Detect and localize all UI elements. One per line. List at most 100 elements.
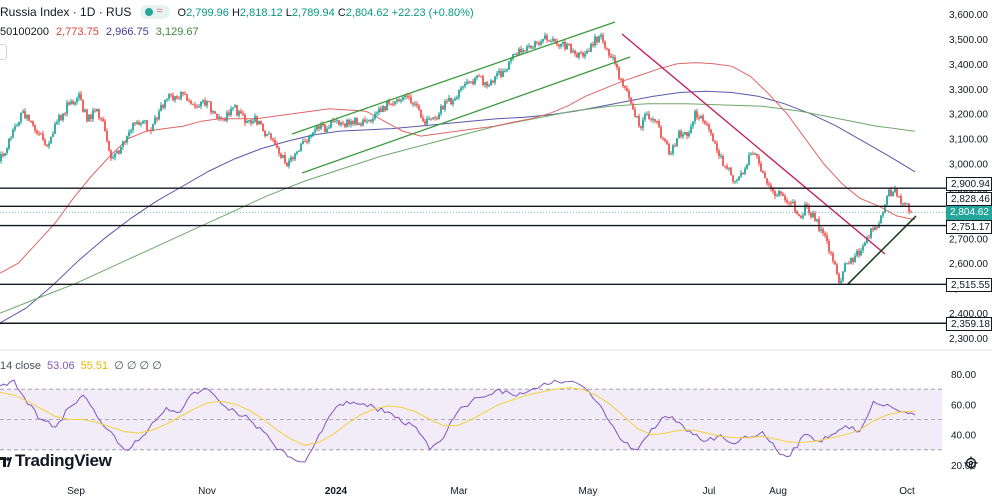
candle-body xyxy=(496,73,498,77)
candle-body xyxy=(140,123,142,125)
candle-body xyxy=(736,179,738,181)
candle-body xyxy=(760,163,762,172)
candle-body xyxy=(178,98,180,100)
candle-body xyxy=(6,148,8,154)
candle-body xyxy=(852,258,854,262)
ma-label[interactable]: 50100200 xyxy=(0,26,49,38)
candle-body xyxy=(202,100,204,102)
candle-body xyxy=(808,205,810,214)
candle-body xyxy=(40,133,42,135)
low-value: 2,789.94 xyxy=(291,7,335,19)
candle-body xyxy=(384,106,386,111)
collapse-button[interactable] xyxy=(0,44,7,60)
open-label: O xyxy=(177,7,187,19)
candle-body xyxy=(260,121,262,125)
candle-body xyxy=(342,122,344,124)
price-candles[interactable] xyxy=(0,32,912,284)
candle-body xyxy=(396,99,398,102)
candle-body xyxy=(176,96,178,99)
rsi-ma-value: 55.51 xyxy=(80,360,109,372)
level-tag-2828: 2,828.46 xyxy=(946,192,992,206)
candle-body xyxy=(236,105,238,116)
candle-body xyxy=(22,111,24,113)
candle-body xyxy=(88,114,90,122)
candle-body xyxy=(838,273,840,284)
trendlines[interactable] xyxy=(291,21,917,285)
candle-body xyxy=(686,132,688,137)
candle-body xyxy=(630,97,632,104)
candle-body xyxy=(886,195,888,205)
close-value: 2,804.62 xyxy=(345,7,389,19)
level-tag-2900: 2,900.94 xyxy=(946,177,992,191)
candle-body xyxy=(568,43,570,45)
candle-body xyxy=(388,100,390,104)
candle-body xyxy=(460,87,462,91)
candle-body xyxy=(498,70,500,74)
candle-body xyxy=(154,117,156,125)
candle-body xyxy=(130,130,132,132)
candle-body xyxy=(874,227,876,230)
candle-body xyxy=(706,123,708,125)
candle-body xyxy=(406,95,408,97)
candle-body xyxy=(32,121,34,126)
candle-body xyxy=(402,97,404,100)
candle-body xyxy=(16,125,18,127)
candle-body xyxy=(182,91,184,94)
candle-body xyxy=(816,219,818,221)
candle-body xyxy=(148,130,150,132)
candle-body xyxy=(540,41,542,45)
ma200-value: 3,129.67 xyxy=(155,26,199,38)
candle-body xyxy=(562,41,564,44)
candle-body xyxy=(704,121,706,124)
candle-body xyxy=(698,117,700,119)
high-label: H xyxy=(231,7,240,19)
symbol-title[interactable]: Russia Index · 1D · RUS xyxy=(0,5,132,19)
candle-body xyxy=(910,211,912,213)
candle-body xyxy=(170,94,172,96)
candle-body xyxy=(892,191,894,197)
candle-body xyxy=(542,38,544,42)
x-tick-label: Sep xyxy=(67,486,85,496)
candle-body xyxy=(786,200,788,203)
candle-body xyxy=(772,188,774,192)
candle-body xyxy=(506,69,508,71)
gear-icon[interactable] xyxy=(962,454,980,472)
rsi-label[interactable]: 14 close xyxy=(0,360,41,372)
candle-body xyxy=(608,48,610,56)
rsi-tick-label: 20.00 xyxy=(951,461,976,472)
candle-body xyxy=(36,130,38,134)
candle-body xyxy=(272,138,274,141)
candle-body xyxy=(318,125,320,129)
candle-body xyxy=(834,261,836,265)
candle-body xyxy=(320,123,322,129)
candle-body xyxy=(512,54,514,59)
candle-body xyxy=(708,124,710,130)
candle-body xyxy=(538,42,540,45)
horizontal-levels[interactable] xyxy=(0,187,946,324)
x-tick-label: Jul xyxy=(703,486,716,496)
candle-body xyxy=(214,111,216,114)
candle-body xyxy=(286,162,288,167)
candle-body xyxy=(300,143,302,152)
visibility-icon[interactable]: ≈ xyxy=(140,5,171,19)
candle-body xyxy=(550,41,552,43)
price-tick-label: 3,300.00 xyxy=(949,85,988,96)
candle-body xyxy=(52,133,54,137)
candle-body xyxy=(82,99,84,112)
candle-body xyxy=(270,133,272,139)
candle-body xyxy=(418,105,420,110)
candle-body xyxy=(128,131,130,137)
candle-body xyxy=(604,41,606,48)
candle-body xyxy=(824,233,826,236)
candle-body xyxy=(222,118,224,120)
candle-body xyxy=(104,121,106,132)
candle-body xyxy=(532,47,534,49)
candle-body xyxy=(524,50,526,52)
candle-body xyxy=(136,121,138,124)
candle-body xyxy=(18,121,20,126)
branding-text: TradingView xyxy=(15,451,112,470)
candle-body xyxy=(242,113,244,115)
candle-body xyxy=(530,45,532,49)
candle-body xyxy=(500,70,502,77)
candle-body xyxy=(314,129,316,133)
